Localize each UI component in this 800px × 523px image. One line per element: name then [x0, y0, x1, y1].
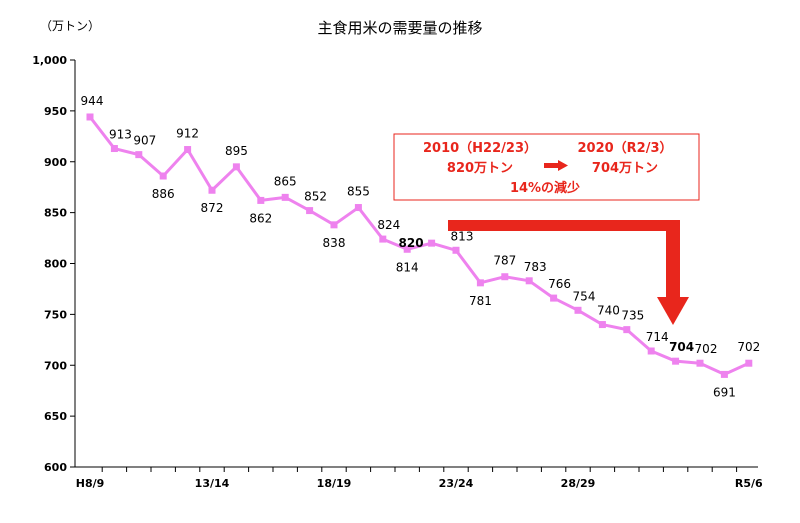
data-label: 735	[621, 309, 644, 323]
data-point	[281, 193, 289, 201]
data-point	[696, 359, 704, 367]
data-point	[720, 370, 728, 378]
data-point	[525, 277, 533, 285]
annotation-2010-label: 2010（H22/23）	[423, 140, 537, 156]
data-point	[257, 196, 265, 204]
annotation-704-value: 704万トン	[592, 161, 658, 176]
annotation-2020-label: 2020（R2/3）	[577, 140, 672, 156]
annotation-decrease-text: 14%の減少	[510, 180, 580, 196]
data-label: 862	[249, 211, 272, 225]
data-point	[647, 347, 655, 355]
y-tick-label: 950	[44, 105, 67, 118]
y-tick-label: 900	[44, 156, 67, 169]
data-label: 852	[304, 190, 327, 204]
x-tick-label: 18/19	[317, 477, 352, 490]
data-point	[745, 359, 753, 367]
data-point	[306, 207, 314, 215]
data-label: 787	[493, 254, 516, 268]
y-tick-label: 850	[44, 207, 67, 220]
data-label: 820	[399, 236, 424, 250]
data-point	[232, 163, 240, 171]
data-label: 855	[347, 185, 370, 199]
y-axis-ticks: 600 650 700 750 800 850 900 950 1,000	[32, 54, 75, 474]
data-label: 824	[377, 218, 400, 232]
x-tick-label: 23/24	[439, 477, 474, 490]
reduction-arrow	[448, 220, 689, 325]
data-point	[159, 172, 167, 180]
data-label: 766	[548, 277, 571, 291]
data-label: 813	[451, 229, 474, 243]
data-point	[623, 326, 631, 334]
data-label: 691	[713, 385, 736, 399]
data-label: 838	[323, 236, 346, 250]
y-tick-label: 800	[44, 258, 67, 271]
x-tick-label: R5/6	[735, 477, 763, 490]
y-tick-label: 650	[44, 410, 67, 423]
data-point	[598, 321, 606, 329]
data-label: 714	[646, 330, 669, 344]
reduction-annotation: 2010（H22/23） 2020（R2/3） 820万トン 704万トン 14…	[393, 133, 700, 201]
data-label: 702	[737, 340, 760, 354]
demand-series: 944 913 907 886 912 872 895 862 865 852 838 855 824 8…	[81, 94, 761, 399]
arrow-shaft	[448, 220, 680, 300]
data-label: 865	[274, 174, 297, 188]
data-point	[86, 113, 94, 121]
data-point	[184, 146, 192, 154]
data-label: 886	[152, 187, 175, 201]
data-label: 872	[201, 201, 224, 215]
x-tick-label: 13/14	[195, 477, 230, 490]
data-point	[354, 204, 362, 212]
data-point	[476, 279, 484, 287]
data-label: 781	[469, 294, 492, 308]
data-label: 814	[396, 260, 419, 274]
chart-title: 主食用米の需要量の推移	[317, 19, 482, 37]
data-label: 704	[669, 340, 694, 354]
x-tick-label: 28/29	[561, 477, 596, 490]
data-point	[452, 246, 460, 254]
data-label: 907	[133, 134, 156, 148]
y-tick-label: 750	[44, 308, 67, 321]
series-line	[88, 116, 750, 376]
data-label: 895	[225, 144, 248, 158]
data-point	[672, 357, 680, 365]
data-label: 783	[524, 260, 547, 274]
x-tick-label: H8/9	[76, 477, 105, 490]
annotation-small-arrow	[544, 160, 568, 171]
data-point	[550, 294, 558, 302]
data-label: 913	[109, 128, 132, 142]
annotation-820-value: 820万トン	[447, 161, 513, 176]
data-point	[428, 239, 436, 247]
data-label: 740	[597, 304, 620, 318]
data-point	[501, 273, 509, 281]
data-point	[330, 221, 338, 229]
unit-label: （万トン）	[40, 19, 100, 33]
x-axis-ticks: H8/9 13/14 18/19 23/24 28/29 R5/6	[76, 467, 763, 490]
data-point	[403, 245, 411, 253]
data-label: 754	[573, 289, 596, 303]
data-point	[379, 235, 387, 243]
data-point	[208, 186, 216, 194]
data-point	[574, 306, 582, 314]
y-tick-label: 600	[44, 461, 67, 474]
data-label: 702	[695, 342, 718, 356]
y-tick-label: 700	[44, 359, 67, 372]
data-point	[110, 145, 118, 153]
data-label: 912	[176, 127, 199, 141]
data-label: 944	[81, 94, 104, 108]
y-tick-label: 1,000	[32, 54, 67, 67]
data-point	[135, 151, 143, 159]
arrow-head	[657, 297, 689, 325]
